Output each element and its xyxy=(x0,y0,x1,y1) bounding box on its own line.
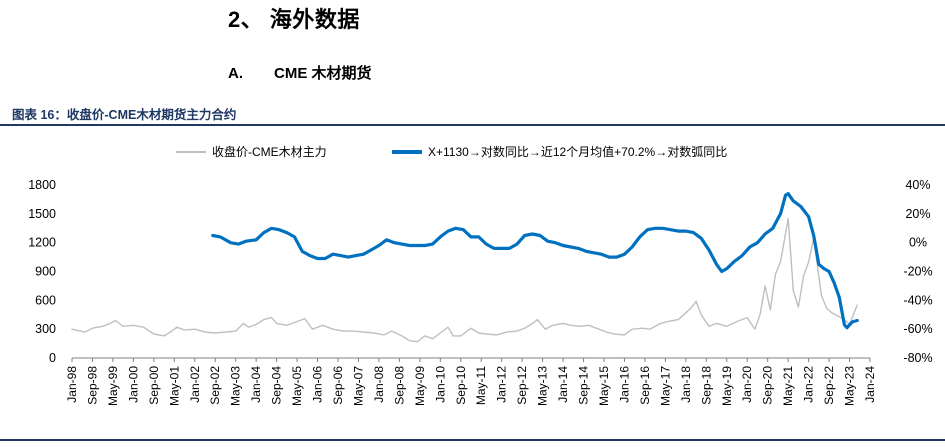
y-right-tick-label: -60% xyxy=(903,322,932,336)
x-tick-label: Sep-00 xyxy=(147,366,161,405)
x-tick-label: May-09 xyxy=(413,366,427,406)
x-tick-label: Sep-06 xyxy=(331,366,345,405)
x-tick-label: Jan-14 xyxy=(556,366,570,403)
x-tick-label: May-23 xyxy=(843,366,857,406)
x-tick-label: Sep-08 xyxy=(392,366,406,405)
x-tick-label: Sep-02 xyxy=(208,366,222,405)
x-tick-label: Sep-14 xyxy=(577,366,591,405)
y-left-tick-label: 1500 xyxy=(28,207,56,221)
x-tick-label: Jan-12 xyxy=(495,366,509,403)
x-tick-label: May-05 xyxy=(290,366,304,406)
series-line-price xyxy=(71,217,858,343)
legend-item-price: 收盘价-CME木材主力 xyxy=(176,143,327,160)
y-right-tick-label: 20% xyxy=(905,207,930,221)
x-tick-label: May-21 xyxy=(781,366,795,406)
subsection-text: CME 木材期货 xyxy=(274,65,372,82)
subsection-heading: A. CME 木材期货 xyxy=(228,62,372,83)
x-tick-label: May-99 xyxy=(106,366,120,406)
figure-title: 图表 16：收盘价-CME木材期货主力合约 xyxy=(12,108,237,122)
subsection-number: A. xyxy=(228,65,243,82)
lumber-futures-chart: Jan-98 Sep-98 May-99 Jan-00 Sep-00 May-01 Jan-… xyxy=(28,178,932,406)
figure-bottom-rule xyxy=(0,439,945,441)
legend-label-transform: X+1130→对数同比→近12个月均值+70.2%→对数弧同比 xyxy=(428,145,728,159)
x-tick-label: Jan-02 xyxy=(188,366,202,403)
y-left-tick-label: 900 xyxy=(35,265,56,279)
x-tick-label: Jan-98 xyxy=(65,366,79,403)
x-tick-label: Sep-22 xyxy=(822,366,836,405)
legend-swatch-transform xyxy=(392,149,422,154)
y-left-tick-label: 300 xyxy=(35,322,56,336)
figure-top-rule xyxy=(0,124,945,126)
x-tick-label: May-15 xyxy=(597,366,611,406)
x-tick-label: May-01 xyxy=(167,366,181,406)
x-tick-label: May-17 xyxy=(658,366,672,406)
x-tick-label: Sep-16 xyxy=(638,366,652,405)
y-right-tick-label: 0% xyxy=(909,236,927,250)
x-tick-label: May-07 xyxy=(351,366,365,406)
x-tick-label: Jan-20 xyxy=(740,366,754,403)
section-heading: 2、 海外数据 xyxy=(228,7,360,32)
y-right-tick-label: -20% xyxy=(903,265,932,279)
x-tick-label: Sep-10 xyxy=(454,366,468,405)
x-tick-label: May-11 xyxy=(474,366,488,405)
y-left-tick-label: 0 xyxy=(49,351,56,365)
y-left-tick-label: 1200 xyxy=(28,236,56,250)
x-tick-label: Jan-16 xyxy=(617,366,631,403)
x-tick-label: May-03 xyxy=(229,366,243,406)
x-tick-label: May-19 xyxy=(720,366,734,406)
x-tick-label: Jan-10 xyxy=(433,366,447,403)
x-tick-label: Sep-12 xyxy=(515,366,529,405)
y-right-tick-label: -40% xyxy=(903,293,932,307)
legend-swatch-price xyxy=(176,150,206,153)
legend-label-price: 收盘价-CME木材主力 xyxy=(212,145,327,159)
y-right-tick-label: -80% xyxy=(903,351,932,365)
x-tick-label: Sep-04 xyxy=(270,366,284,405)
y-right-tick-label: 40% xyxy=(905,178,930,192)
x-tick-label: Jan-00 xyxy=(126,366,140,403)
y-left-tick-label: 1800 xyxy=(28,178,56,192)
x-tick-label: Jan-06 xyxy=(311,366,325,403)
x-tick-label: Jan-04 xyxy=(249,366,263,403)
x-tick-label: Jan-18 xyxy=(679,366,693,403)
x-tick-label: Jan-08 xyxy=(372,366,386,403)
legend-item-transform: X+1130→对数同比→近12个月均值+70.2%→对数弧同比 xyxy=(392,143,727,160)
x-tick-label: Jan-24 xyxy=(863,366,877,403)
x-tick-label: May-13 xyxy=(536,366,550,406)
y-left-tick-label: 600 xyxy=(35,293,56,307)
series-line-transform xyxy=(211,192,859,330)
x-tick-label: Sep-20 xyxy=(761,366,775,405)
x-tick-label: Sep-98 xyxy=(85,366,99,405)
x-tick-label: Sep-18 xyxy=(699,366,713,405)
x-tick-label: Jan-22 xyxy=(802,366,816,403)
